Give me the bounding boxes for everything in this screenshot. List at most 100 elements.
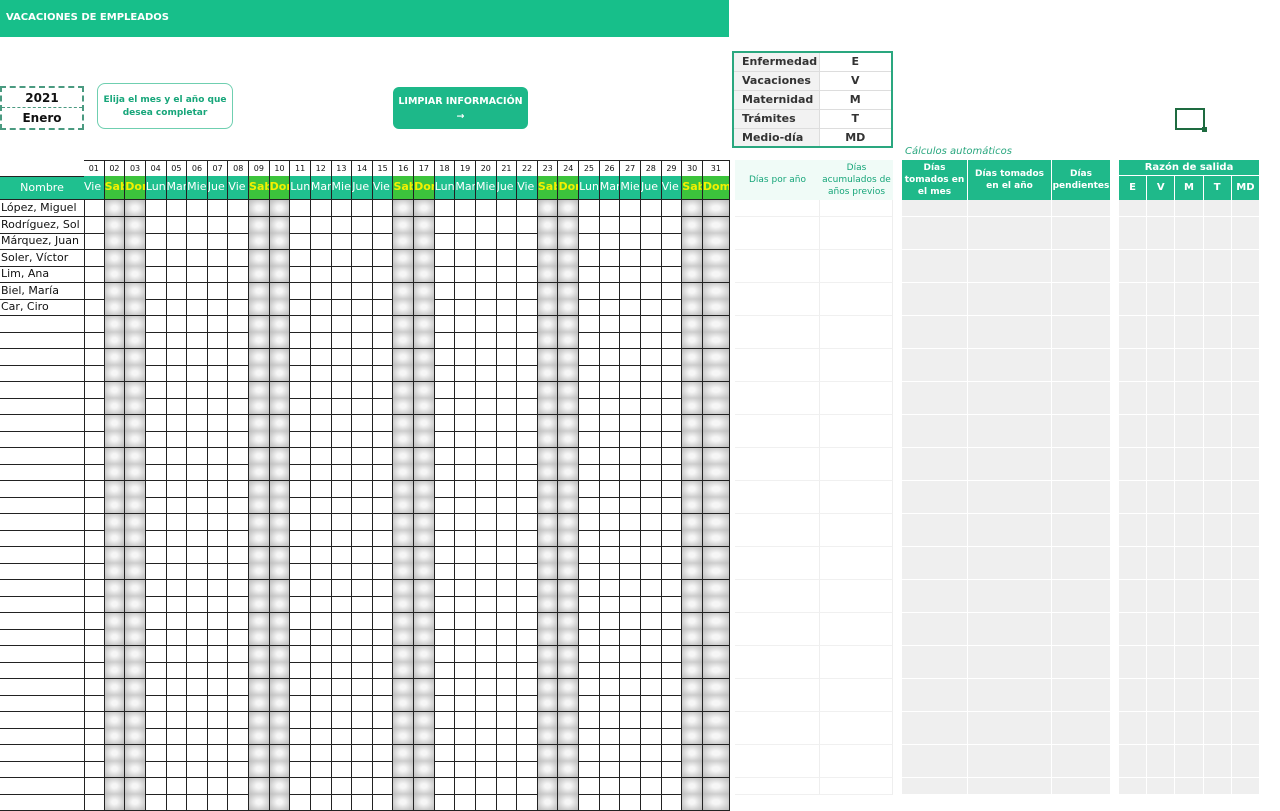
day-cell[interactable] [310,332,332,349]
day-cell[interactable] [537,777,559,795]
day-cell[interactable] [166,579,188,597]
day-cell[interactable] [434,711,456,729]
day-cell[interactable] [269,381,291,399]
day-cell[interactable] [558,447,580,465]
day-cell[interactable] [496,513,518,531]
day-cell[interactable] [455,282,476,300]
day-cell[interactable] [599,398,621,415]
day-cell[interactable] [104,398,126,415]
day-cell[interactable] [579,777,600,795]
day-cell[interactable] [352,249,373,267]
day-cell[interactable] [579,365,600,382]
day-cell[interactable] [475,398,497,415]
day-cell[interactable] [228,629,250,646]
day-cell[interactable] [579,563,600,580]
day-cell[interactable] [661,563,683,580]
day-cell[interactable] [702,530,730,547]
day-cell[interactable] [475,365,497,382]
day-cell[interactable] [496,711,518,729]
day-cell[interactable] [166,497,188,514]
day-cell[interactable] [84,629,105,646]
input-cell[interactable] [735,645,820,663]
day-cell[interactable] [187,645,208,663]
day-cell[interactable] [269,579,291,597]
employee-name[interactable] [0,513,85,531]
day-cell[interactable] [641,530,662,547]
input-cell[interactable] [735,282,820,300]
day-cell[interactable] [331,761,353,778]
day-cell[interactable] [496,348,518,366]
day-cell[interactable] [558,216,580,234]
day-cell[interactable] [310,348,332,366]
day-cell[interactable] [620,480,641,498]
day-cell[interactable] [104,728,126,745]
day-cell[interactable] [125,348,146,366]
day-cell[interactable] [393,662,415,679]
day-cell[interactable] [599,612,621,630]
day-cell[interactable] [414,299,435,316]
day-cell[interactable] [145,282,167,300]
day-cell[interactable] [372,695,394,712]
day-cell[interactable] [269,497,291,514]
day-cell[interactable] [207,777,229,795]
day-cell[interactable] [579,678,600,696]
day-cell[interactable] [166,645,188,663]
day-cell[interactable] [620,645,641,663]
day-cell[interactable] [372,530,394,547]
day-cell[interactable] [207,266,229,283]
day-cell[interactable] [558,579,580,597]
day-cell[interactable] [702,431,730,448]
day-cell[interactable] [702,348,730,366]
day-cell[interactable] [414,315,435,333]
day-cell[interactable] [537,431,559,448]
day-cell[interactable] [125,315,146,333]
day-cell[interactable] [393,612,415,630]
day-cell[interactable] [104,480,126,498]
input-cell[interactable] [820,546,893,564]
day-cell[interactable] [641,744,662,762]
day-cell[interactable] [620,695,641,712]
day-cell[interactable] [310,662,332,679]
day-cell[interactable] [310,233,332,250]
day-cell[interactable] [661,794,683,811]
day-cell[interactable] [249,579,270,597]
day-cell[interactable] [145,431,167,448]
day-cell[interactable] [620,398,641,415]
day-cell[interactable] [579,431,600,448]
day-cell[interactable] [145,579,167,597]
day-cell[interactable] [393,695,415,712]
input-cell[interactable] [820,728,893,745]
day-cell[interactable] [517,563,538,580]
day-cell[interactable] [207,612,229,630]
day-cell[interactable] [702,761,730,778]
input-cell[interactable] [820,530,893,547]
day-cell[interactable] [331,282,353,300]
day-cell[interactable] [599,200,621,217]
day-cell[interactable] [352,200,373,217]
day-cell[interactable] [372,315,394,333]
day-cell[interactable] [579,464,600,481]
day-cell[interactable] [641,216,662,234]
day-cell[interactable] [145,497,167,514]
day-cell[interactable] [558,431,580,448]
day-cell[interactable] [84,480,105,498]
day-cell[interactable] [393,365,415,382]
day-cell[interactable] [496,464,518,481]
day-cell[interactable] [414,447,435,465]
day-cell[interactable] [228,777,250,795]
employee-name[interactable]: Rodríguez, Sol [0,216,85,234]
day-cell[interactable] [125,282,146,300]
day-cell[interactable] [125,266,146,283]
day-cell[interactable] [620,365,641,382]
input-cell[interactable] [735,249,820,267]
day-cell[interactable] [393,282,415,300]
day-cell[interactable] [269,332,291,349]
day-cell[interactable] [599,431,621,448]
day-cell[interactable] [166,761,188,778]
day-cell[interactable] [269,266,291,283]
day-cell[interactable] [702,365,730,382]
day-cell[interactable] [414,216,435,234]
day-cell[interactable] [475,744,497,762]
day-cell[interactable] [517,711,538,729]
day-cell[interactable] [84,645,105,663]
